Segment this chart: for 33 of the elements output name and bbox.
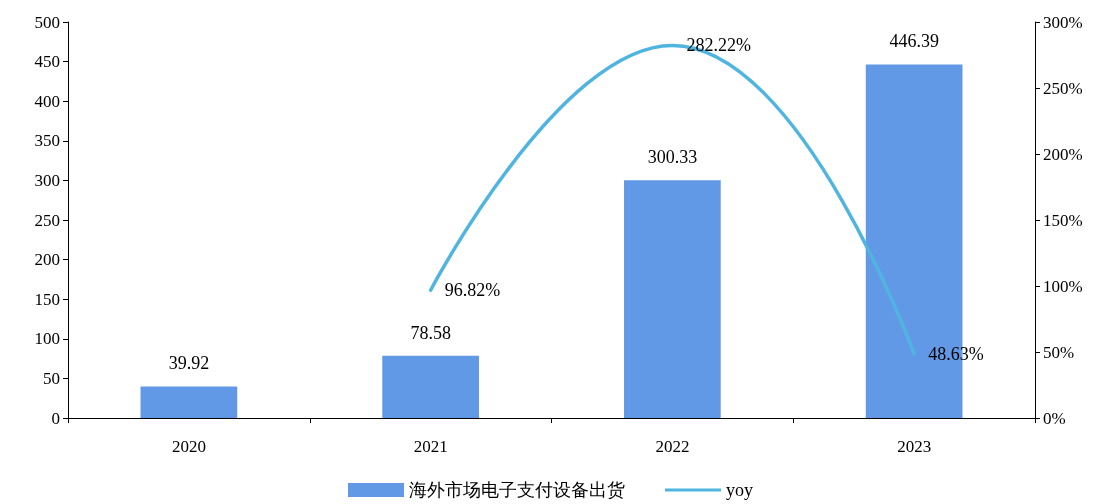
y2-tick-label: 200%	[1043, 144, 1083, 164]
data-label: 39.92	[168, 353, 210, 374]
data-label: 446.39	[889, 31, 939, 52]
x-tick-label: 2023	[897, 437, 932, 456]
legend-label: 海外市场电子支付设备出货	[409, 480, 625, 500]
legend-label: yoy	[726, 480, 753, 500]
y-tick-label: 250	[34, 210, 60, 230]
y-tick-label: 350	[34, 131, 60, 151]
bar	[140, 386, 238, 418]
bar	[624, 180, 721, 418]
y-tick-label: 400	[34, 91, 60, 111]
data-label: 300.33	[647, 147, 698, 168]
data-label: 282.22%	[686, 35, 751, 56]
x-tick-label: 2021	[413, 437, 448, 456]
data-label: 78.58	[410, 322, 451, 343]
y-tick-label: 300	[34, 170, 60, 190]
data-label: 96.82%	[444, 280, 501, 301]
y2-tick-label: 300%	[1043, 12, 1083, 32]
y-tick-label: 50	[43, 368, 60, 388]
y-tick-label: 150	[34, 289, 60, 309]
y-tick-label: 0	[51, 408, 60, 428]
y2-tick-label: 150%	[1043, 210, 1083, 230]
bar	[382, 355, 479, 418]
y-tick-label: 450	[34, 52, 60, 72]
y2-tick-label: 100%	[1043, 276, 1083, 296]
y2-tick-label: 50%	[1043, 342, 1075, 362]
x-tick-label: 2022	[655, 437, 690, 456]
y-tick-label: 500	[34, 12, 60, 32]
y-tick-label: 100	[34, 329, 60, 349]
y2-tick-label: 0%	[1043, 408, 1066, 428]
y-tick-label: 200	[34, 250, 60, 270]
y2-tick-label: 250%	[1043, 78, 1083, 98]
x-tick-label: 2020	[171, 437, 206, 456]
